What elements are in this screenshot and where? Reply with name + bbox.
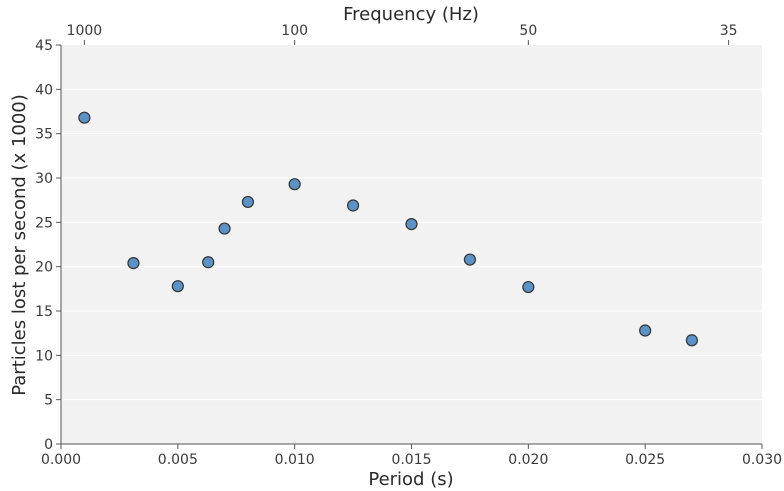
data-point xyxy=(685,334,699,347)
x-tick-label: 0.000 xyxy=(41,452,81,468)
y-tick-label: 10 xyxy=(35,348,53,364)
data-point xyxy=(78,111,91,124)
x-tick-labels: 0.000 0.005 0.010 0.015 0.020 0.025 0.030 xyxy=(41,452,782,468)
data-point xyxy=(288,178,301,191)
data-point xyxy=(522,280,535,294)
x-tick-label: 0.005 xyxy=(158,452,198,468)
x-tick-label: 0.025 xyxy=(625,452,665,468)
data-points xyxy=(78,111,699,347)
y-tick-label: 25 xyxy=(35,215,53,231)
data-point xyxy=(405,218,418,231)
top-tick-label: 1000 xyxy=(67,23,103,39)
data-point xyxy=(127,257,140,270)
data-point xyxy=(202,256,215,269)
x-axis-title: Period (s) xyxy=(368,469,453,490)
top-tick-label: 100 xyxy=(281,23,308,39)
y-tick-label: 30 xyxy=(35,171,53,187)
top-tick-labels: 1000 100 50 35 xyxy=(67,23,738,39)
y-tick-label: 5 xyxy=(44,393,53,409)
y-tick-label: 0 xyxy=(44,437,53,453)
plot-area xyxy=(61,45,762,444)
x-tick-label: 0.015 xyxy=(391,452,431,468)
y-tick-label: 45 xyxy=(35,38,53,54)
data-point xyxy=(346,199,360,212)
top-tick-label: 35 xyxy=(720,23,738,39)
y-axis-title: Particles lost per second (x 1000) xyxy=(9,94,30,396)
y-tick-labels: 0 5 10 15 20 25 30 35 40 45 xyxy=(35,38,53,453)
top-axis-title: Frequency (Hz) xyxy=(343,4,479,25)
y-tick-label: 35 xyxy=(35,127,53,143)
data-point xyxy=(241,195,255,209)
data-point xyxy=(171,280,184,293)
x-tick-label: 0.010 xyxy=(275,452,315,468)
y-tick-label: 40 xyxy=(35,82,53,98)
data-point xyxy=(463,253,477,266)
data-point xyxy=(218,222,231,235)
data-point xyxy=(639,324,652,337)
axes xyxy=(56,40,763,449)
x-tick-label: 0.020 xyxy=(508,452,548,468)
y-tick-label: 20 xyxy=(35,260,53,276)
x-tick-label: 0.030 xyxy=(742,452,782,468)
y-tick-label: 15 xyxy=(35,304,53,320)
top-tick-label: 50 xyxy=(519,23,537,39)
